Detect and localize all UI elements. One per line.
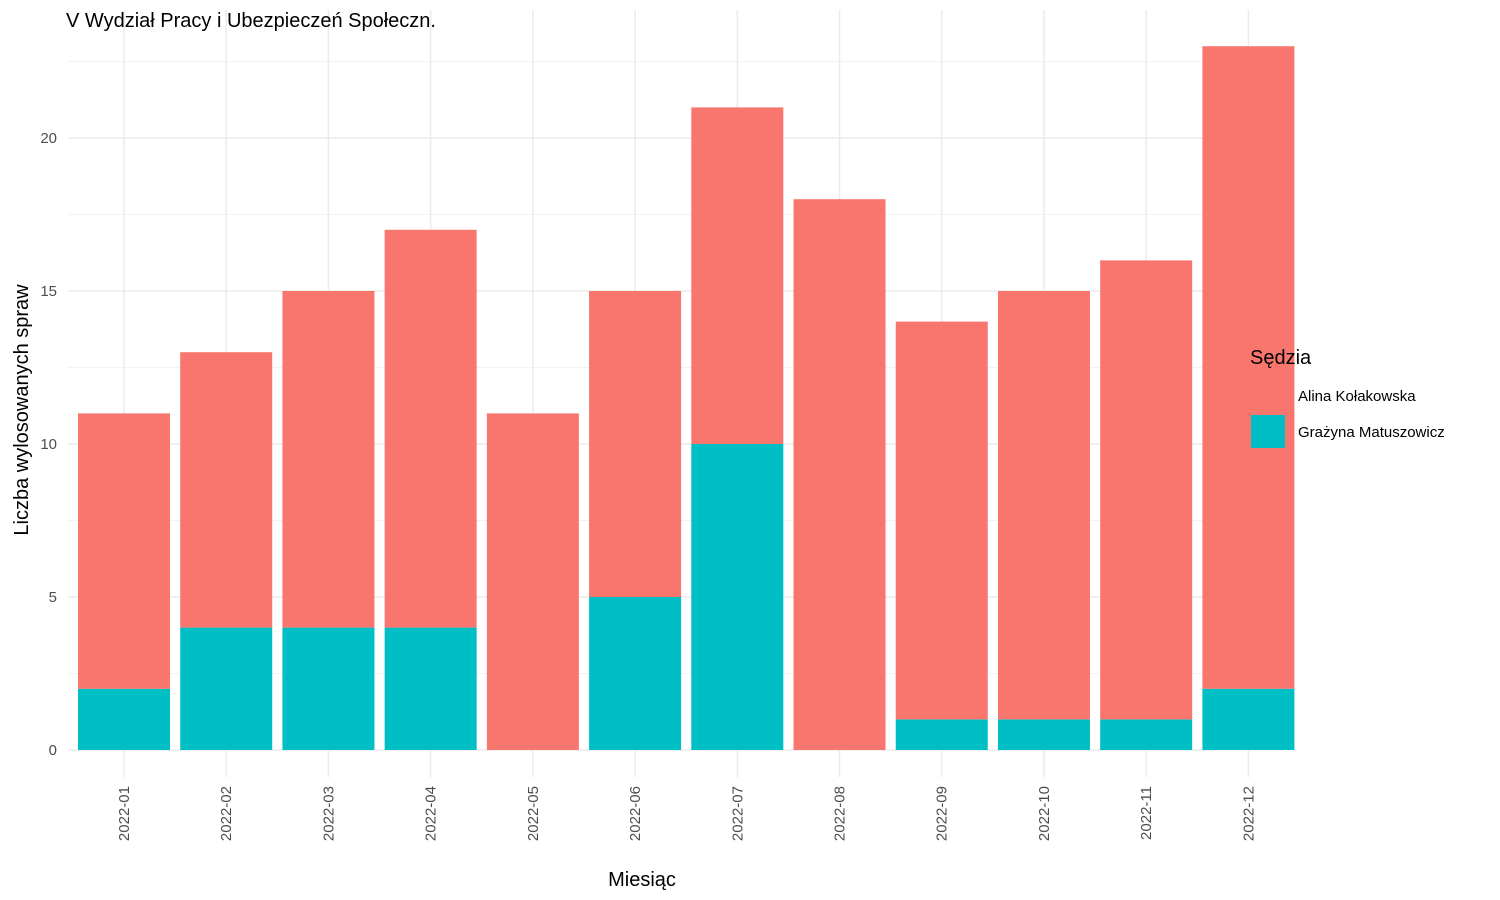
x-tick-label: 2022-12 bbox=[1240, 786, 1257, 841]
legend-label: Grażyna Matuszowicz bbox=[1298, 424, 1445, 441]
bar bbox=[1100, 719, 1193, 750]
bar bbox=[282, 291, 375, 628]
x-tick-label: 2022-06 bbox=[627, 786, 644, 841]
bar bbox=[1202, 46, 1295, 689]
bar bbox=[997, 291, 1090, 720]
legend: Sędzia Alina Kołakowska Grażyna Matuszowi… bbox=[1250, 347, 1445, 448]
y-axis-title: Liczba wylosowanych spraw bbox=[11, 284, 33, 536]
x-axis-ticks: 2022-01 2022-02 2022-03 2022-04 2022-05 2022-… bbox=[116, 786, 1257, 841]
bar bbox=[486, 413, 579, 750]
x-tick-label: 2022-08 bbox=[832, 786, 849, 841]
x-tick-label: 2022-11 bbox=[1138, 786, 1155, 840]
x-tick-label: 2022-05 bbox=[525, 786, 542, 841]
legend-swatch bbox=[1251, 415, 1285, 448]
x-tick-label: 2022-10 bbox=[1036, 786, 1053, 841]
x-tick-label: 2022-03 bbox=[320, 786, 337, 841]
y-tick-label: 10 bbox=[40, 436, 57, 453]
bar bbox=[78, 688, 170, 750]
y-tick-label: 20 bbox=[40, 130, 57, 147]
bar bbox=[384, 627, 477, 750]
bar bbox=[691, 444, 784, 750]
bar bbox=[1202, 688, 1295, 750]
chart-title: V Wydział Pracy i Ubezpieczeń Społeczn. bbox=[66, 10, 436, 32]
bars bbox=[78, 46, 1295, 750]
bar bbox=[1100, 260, 1193, 720]
legend-label: Alina Kołakowska bbox=[1298, 388, 1416, 405]
y-tick-label: 0 bbox=[49, 742, 57, 759]
x-tick-label: 2022-07 bbox=[729, 786, 746, 841]
bar bbox=[895, 321, 988, 720]
bar bbox=[589, 597, 682, 750]
y-tick-label: 5 bbox=[49, 589, 57, 606]
y-axis-ticks: 0 5 10 15 20 bbox=[40, 130, 57, 759]
x-tick-label: 2022-01 bbox=[116, 786, 133, 841]
bar bbox=[895, 719, 988, 750]
bar bbox=[997, 719, 1090, 750]
x-tick-label: 2022-09 bbox=[934, 786, 951, 841]
bar bbox=[78, 413, 170, 689]
legend-swatch bbox=[1251, 379, 1285, 412]
bar bbox=[180, 627, 273, 750]
bar bbox=[384, 229, 477, 628]
x-tick-label: 2022-02 bbox=[218, 786, 235, 841]
legend-title: Sędzia bbox=[1250, 347, 1312, 369]
y-tick-label: 15 bbox=[40, 283, 57, 300]
x-axis-title: Miesiąc bbox=[608, 869, 676, 891]
bar bbox=[793, 199, 886, 750]
bar bbox=[180, 352, 273, 628]
bar bbox=[691, 107, 784, 445]
x-tick-label: 2022-04 bbox=[423, 786, 440, 841]
bar bbox=[589, 291, 682, 597]
bar bbox=[282, 627, 375, 750]
